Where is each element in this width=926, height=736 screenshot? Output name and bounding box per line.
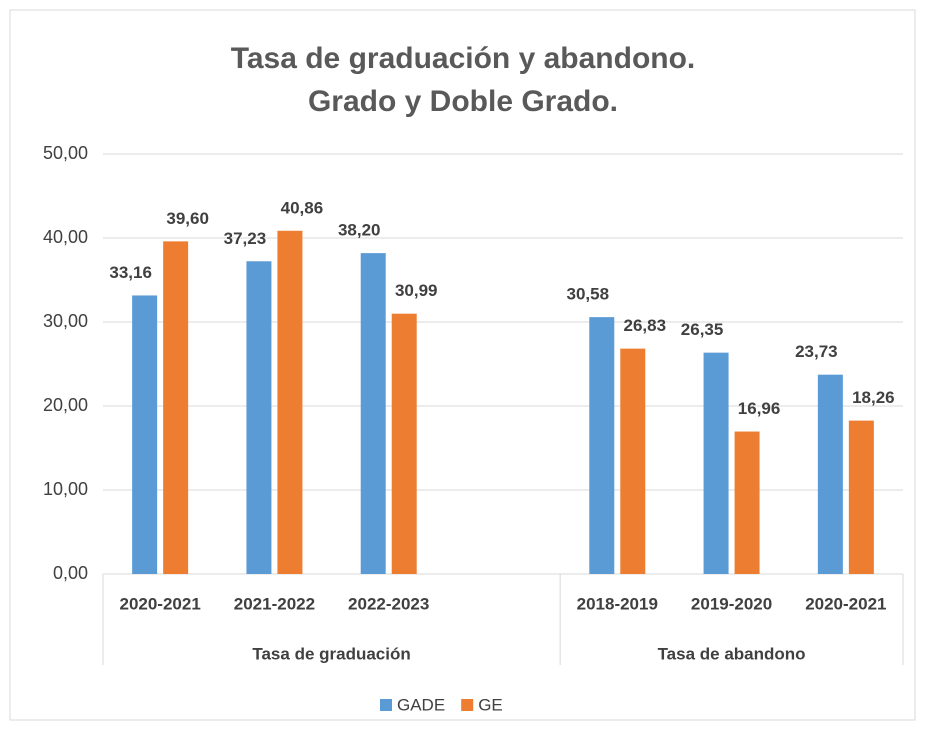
data-label: 40,86 xyxy=(281,198,324,217)
data-label: 26,35 xyxy=(681,320,724,339)
data-label: 26,83 xyxy=(624,316,667,335)
y-tick-label: 10,00 xyxy=(43,479,88,499)
y-tick-label: 50,00 xyxy=(43,143,88,163)
bar xyxy=(703,352,729,574)
bar xyxy=(360,253,386,574)
y-tick-label: 40,00 xyxy=(43,227,88,247)
x-tick-label: 2020-2021 xyxy=(805,594,886,613)
group-label: Tasa de abandono xyxy=(658,644,806,663)
bar xyxy=(277,230,303,574)
bar xyxy=(391,313,417,574)
chart-title: Tasa de graduación y abandono. xyxy=(231,42,696,75)
group-label: Tasa de graduación xyxy=(252,644,410,663)
y-tick-label: 30,00 xyxy=(43,311,88,331)
data-label: 18,26 xyxy=(852,388,895,407)
data-label: 30,99 xyxy=(395,281,438,300)
x-tick-label: 2020-2021 xyxy=(119,594,200,613)
x-tick-label: 2022-2023 xyxy=(348,594,429,613)
legend-label: GE xyxy=(478,695,503,714)
data-label: 30,58 xyxy=(567,285,610,304)
legend-label: GADE xyxy=(397,695,445,714)
legend-swatch xyxy=(380,699,392,711)
data-label: 38,20 xyxy=(338,221,381,240)
bar xyxy=(246,261,272,574)
bar xyxy=(817,374,843,574)
y-tick-label: 20,00 xyxy=(43,395,88,415)
data-label: 37,23 xyxy=(224,229,267,248)
bar xyxy=(132,295,158,574)
bar xyxy=(734,431,760,574)
x-tick-label: 2021-2022 xyxy=(234,594,315,613)
legend-swatch xyxy=(461,699,474,711)
data-label: 39,60 xyxy=(166,209,209,228)
y-tick-label: 0,00 xyxy=(53,563,88,583)
bar xyxy=(620,348,646,574)
chart-border xyxy=(9,9,916,721)
x-tick-label: 2018-2019 xyxy=(577,594,658,613)
data-label: 23,73 xyxy=(795,342,838,361)
chart-title: Grado y Doble Grado. xyxy=(308,85,618,118)
data-label: 33,16 xyxy=(109,263,152,282)
bar xyxy=(589,317,615,574)
bar xyxy=(848,420,874,574)
x-tick-label: 2019-2020 xyxy=(691,594,772,613)
data-label: 16,96 xyxy=(738,399,781,418)
bar xyxy=(163,241,189,575)
